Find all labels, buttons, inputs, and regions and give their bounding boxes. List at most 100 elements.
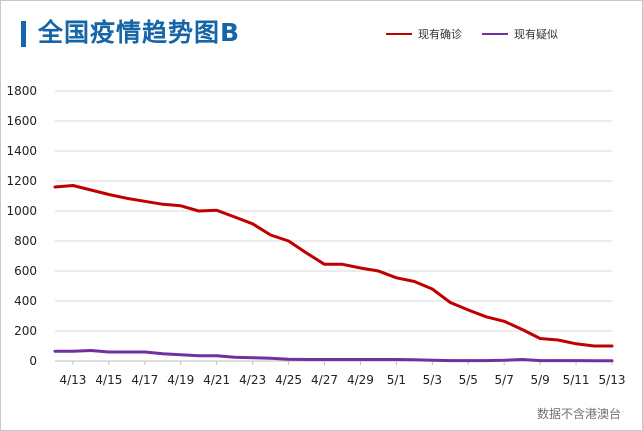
title-accent-bar: [21, 21, 26, 47]
data-point-suspected: [179, 353, 182, 356]
data-point-suspected: [161, 352, 164, 355]
y-tick-label: 1800: [6, 84, 37, 98]
data-point-suspected: [503, 359, 506, 362]
data-point-confirmed: [377, 269, 380, 273]
x-tick-label: 4/21: [203, 373, 230, 387]
data-point-confirmed: [215, 209, 218, 212]
data-point-confirmed: [521, 328, 524, 331]
data-point-confirmed: [341, 263, 344, 266]
data-point-confirmed: [179, 204, 182, 207]
data-point-suspected: [341, 358, 344, 361]
data-point-confirmed: [449, 301, 452, 304]
data-point-suspected: [574, 359, 578, 362]
data-point-confirmed: [503, 320, 506, 323]
x-tick-label: 5/13: [599, 373, 626, 387]
data-point-confirmed: [89, 188, 93, 192]
data-point-confirmed: [431, 287, 434, 291]
legend-swatch-suspected: [482, 33, 508, 35]
data-point-suspected: [71, 350, 75, 353]
data-point-confirmed: [359, 266, 362, 270]
data-point-suspected: [197, 354, 200, 357]
x-tick-label: 4/17: [131, 373, 158, 387]
data-point-suspected: [143, 350, 146, 354]
x-tick-label: 5/7: [495, 373, 514, 387]
legend-label-suspected: 现有疑似: [514, 28, 558, 41]
data-point-suspected: [467, 359, 470, 362]
data-point-confirmed: [467, 308, 470, 312]
data-point-confirmed: [574, 342, 578, 345]
y-tick-label: 1200: [6, 174, 37, 188]
data-point-suspected: [323, 358, 326, 361]
legend-item-suspected: 现有疑似: [482, 26, 558, 42]
y-tick-label: 400: [14, 294, 37, 308]
x-tick-label: 5/5: [459, 373, 478, 387]
data-point-suspected: [413, 358, 416, 361]
x-tick-label: 4/29: [347, 373, 374, 387]
x-tick-label: 4/25: [275, 373, 302, 387]
data-point-confirmed: [161, 203, 164, 206]
data-point-suspected: [269, 357, 272, 360]
data-point-confirmed: [485, 315, 488, 318]
data-point-confirmed: [413, 280, 416, 283]
data-point-confirmed: [556, 338, 560, 342]
x-tick-label: 5/9: [530, 373, 549, 387]
data-source-note: 数据不含港澳台: [536, 407, 621, 421]
x-tick-label: 5/3: [423, 373, 442, 387]
data-point-confirmed: [395, 276, 398, 279]
data-point-suspected: [215, 354, 218, 357]
data-point-suspected: [538, 359, 542, 362]
data-point-suspected: [53, 350, 57, 353]
data-point-suspected: [359, 358, 362, 361]
data-point-suspected: [107, 350, 111, 354]
legend-item-confirmed: 现有确诊: [386, 26, 462, 42]
data-point-confirmed: [305, 251, 308, 255]
y-tick-label: 1400: [6, 144, 37, 158]
legend: 现有确诊 现有疑似: [386, 26, 558, 42]
data-point-suspected: [610, 359, 614, 362]
data-point-confirmed: [538, 337, 542, 340]
chart-title: 全国疫情趋势图B: [38, 18, 241, 47]
data-point-confirmed: [143, 200, 146, 203]
x-tick-label: 4/15: [95, 373, 122, 387]
data-point-confirmed: [287, 239, 290, 243]
legend-label-confirmed: 现有确诊: [418, 28, 462, 41]
y-tick-label: 200: [14, 324, 37, 338]
data-point-confirmed: [269, 233, 272, 237]
data-point-suspected: [287, 358, 290, 361]
data-point-confirmed: [53, 185, 57, 189]
data-point-suspected: [431, 359, 434, 362]
data-point-confirmed: [610, 344, 614, 348]
x-tick-label: 5/1: [387, 373, 406, 387]
x-tick-label: 4/23: [239, 373, 266, 387]
data-point-suspected: [592, 359, 596, 362]
data-point-suspected: [521, 358, 524, 361]
data-point-confirmed: [71, 184, 75, 187]
data-point-suspected: [251, 356, 254, 359]
x-tick-label: 5/11: [563, 373, 590, 387]
x-tick-label: 4/13: [59, 373, 86, 387]
data-point-suspected: [556, 359, 560, 362]
x-tick-label: 4/27: [311, 373, 338, 387]
data-point-suspected: [377, 358, 380, 361]
data-point-confirmed: [592, 344, 596, 348]
y-tick-label: 0: [29, 354, 37, 368]
data-point-suspected: [125, 350, 129, 354]
data-point-confirmed: [233, 215, 236, 219]
data-point-suspected: [485, 359, 488, 362]
series-line-suspected: [53, 349, 614, 363]
data-point-suspected: [449, 359, 452, 362]
data-point-confirmed: [323, 263, 326, 266]
y-tick-label: 1000: [6, 204, 37, 218]
data-point-suspected: [233, 356, 236, 359]
y-tick-label: 800: [14, 234, 37, 248]
series-line-confirmed: [53, 184, 614, 348]
data-point-suspected: [89, 349, 93, 352]
data-point-confirmed: [197, 209, 200, 213]
x-tick-label: 4/19: [167, 373, 194, 387]
legend-swatch-confirmed: [386, 33, 412, 35]
data-point-suspected: [305, 358, 308, 361]
data-point-confirmed: [125, 197, 129, 200]
y-tick-label: 1600: [6, 114, 37, 128]
data-point-suspected: [395, 358, 398, 361]
